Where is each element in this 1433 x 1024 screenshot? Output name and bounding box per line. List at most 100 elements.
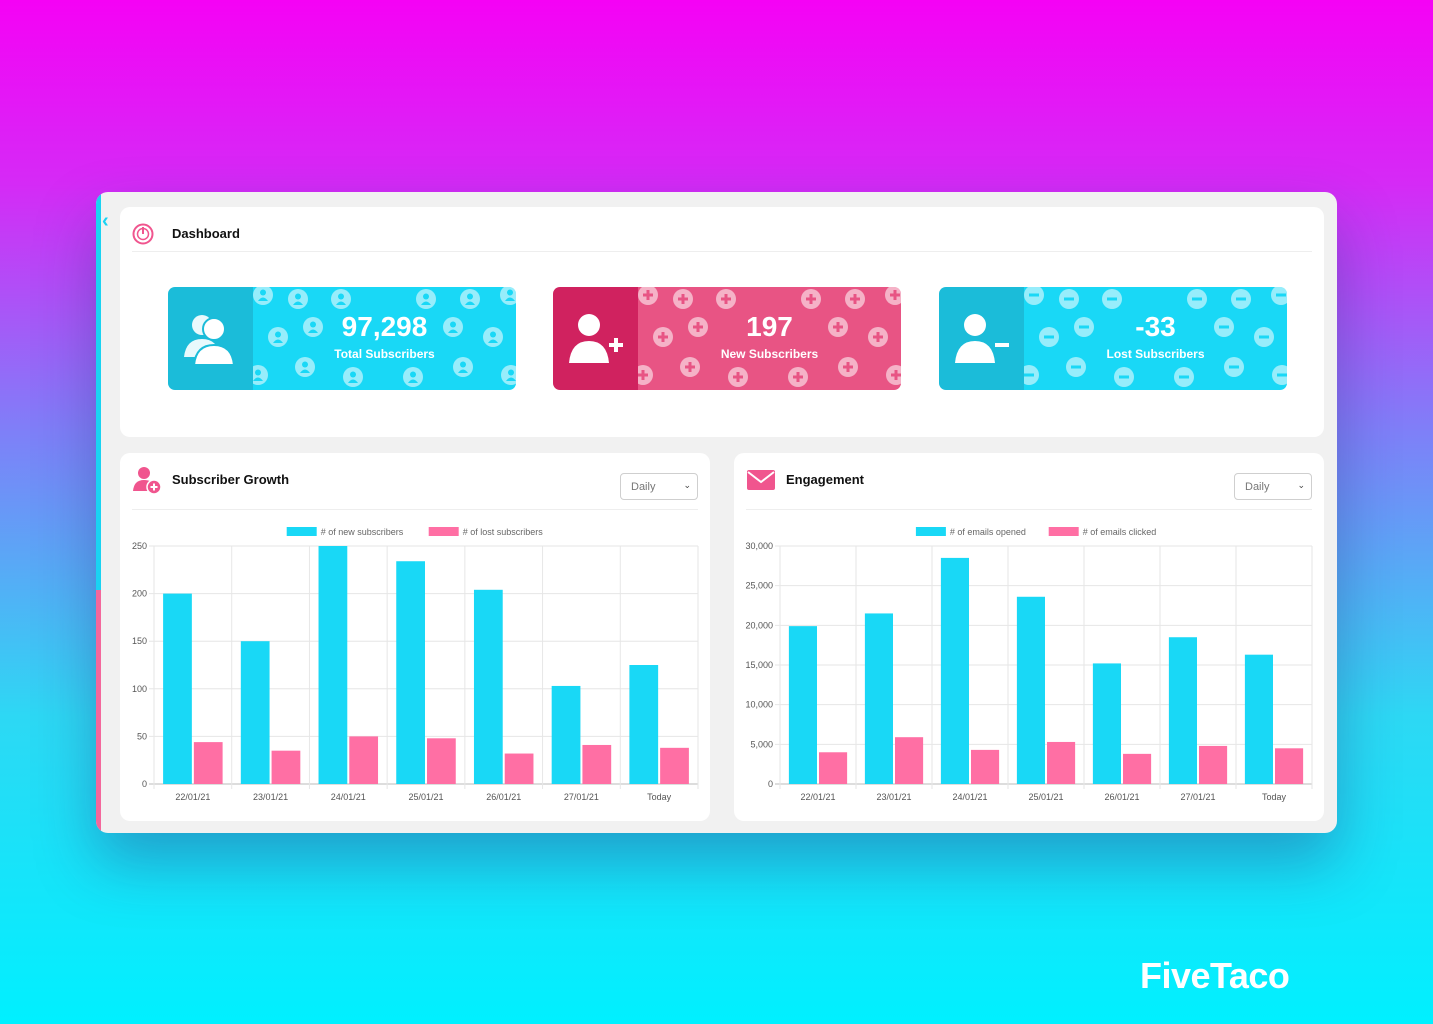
plus-pattern-icon [716,289,736,309]
x-tick-label: Today [1262,792,1287,802]
minus-pattern-icon [1039,327,1059,347]
subscriber-growth-header: Subscriber Growth Daily ⌄ [132,463,698,510]
bar [1275,748,1304,784]
bar [396,561,425,784]
engagement-header: Engagement Daily ⌄ [746,463,1312,510]
x-tick-label: 26/01/21 [1104,792,1139,802]
minus-pattern-icon [1187,289,1207,309]
total-subscribers-card[interactable]: 97,298 Total Subscribers [168,287,516,390]
minus-pattern-icon [1059,289,1079,309]
user-pattern-icon [343,367,363,387]
x-tick-label: 22/01/21 [800,792,835,802]
x-tick-label: Today [647,792,672,802]
legend-label: # of emails opened [950,527,1026,537]
plus-pattern-icon [868,327,888,347]
minus-pattern-icon [1271,287,1287,305]
user-pattern-icon [288,289,308,309]
bar [551,685,581,784]
y-tick-label: 200 [132,589,147,599]
user-pattern-icon [303,317,323,337]
total-subscribers-value: 97,298 [341,311,428,342]
chevron-down-icon: ⌄ [1297,480,1305,490]
chart-legend: # of emails opened # of emails clicked [915,527,1157,537]
user-pattern-icon [501,365,516,385]
brand-logo: FiveTaco [1140,955,1290,996]
minus-pattern-icon [1024,287,1044,305]
minus-pattern-icon [1074,317,1094,337]
minus-pattern-icon [1272,365,1287,385]
new-subscribers-label: New Subscribers [720,347,819,361]
user-pattern [253,287,516,387]
bar [1092,663,1121,784]
y-tick-label: 30,000 [745,541,773,551]
minus-pattern-icon [1114,367,1134,387]
legend-swatch [428,527,459,536]
plus-pattern-icon [885,287,901,305]
envelope-icon [747,470,775,490]
growth-period-select[interactable]: Daily ⌄ [620,473,698,500]
plus-pattern-icon [688,317,708,337]
minus-pattern-icon [1066,357,1086,377]
bar [940,557,969,784]
bar [629,665,659,784]
bar [819,752,848,784]
minus-pattern [1024,287,1287,387]
new-subscribers-value: 197 [746,311,793,342]
collapse-sidebar-icon[interactable]: ‹ [102,210,109,232]
bar [660,747,689,784]
total-subscribers-label: Total Subscribers [334,347,435,361]
plus-pattern-icon [653,327,673,347]
y-tick-label: 15,000 [745,660,773,670]
minus-pattern-icon [1231,289,1251,309]
user-pattern-icon [331,289,351,309]
x-tick-label: 22/01/21 [175,792,210,802]
plus-pattern-icon [638,365,653,385]
y-tick-label: 250 [132,541,147,551]
plus-pattern-icon [828,317,848,337]
user-pattern-icon [268,327,288,347]
lost-subscribers-card[interactable]: -33 Lost Subscribers [939,287,1287,390]
user-pattern-icon [500,287,516,305]
x-tick-label: 24/01/21 [952,792,987,802]
engagement-period-value: Daily [1245,481,1270,493]
bar [895,737,924,784]
plus-pattern-icon [801,289,821,309]
subscriber-growth-panel: Subscriber Growth Daily ⌄ # of new subsc… [120,453,710,821]
users-icon [184,315,236,366]
plus-pattern-icon [638,287,658,305]
y-tick-label: 25,000 [745,581,773,591]
dashboard-panel: Dashboard 97,298 Total Subscribers [120,207,1324,437]
user-pattern-icon [295,357,315,377]
plus-pattern-icon [845,289,865,309]
plus-pattern-icon [886,365,901,385]
bar [163,593,192,784]
bar [582,744,612,784]
minus-pattern-icon [1102,289,1122,309]
minus-pattern-icon [1224,357,1244,377]
y-tick-label: 5,000 [750,739,773,749]
x-tick-label: 24/01/21 [331,792,366,802]
bar [349,736,379,784]
x-tick-label: 27/01/21 [1180,792,1215,802]
lost-subscribers-label: Lost Subscribers [1106,347,1205,361]
user-pattern-icon [483,327,503,347]
engagement-period-select[interactable]: Daily ⌄ [1234,473,1312,500]
legend-label: # of emails clicked [1083,527,1157,537]
bar [1168,637,1197,784]
legend-swatch [1048,527,1079,536]
plus-pattern-icon [838,357,858,377]
plus-pattern-icon [788,367,808,387]
new-subscribers-card[interactable]: 197 New Subscribers [553,287,901,390]
remove-user-icon [955,314,1009,363]
y-tick-label: 20,000 [745,620,773,630]
chart-legend: # of new subscribers # of lost subscriber… [286,527,543,537]
user-pattern-icon [460,289,480,309]
bar [864,613,893,784]
plus-pattern-icon [728,367,748,387]
subscriber-growth-chart: # of new subscribers # of lost subscriber… [132,527,699,802]
dashboard-gauge-icon [132,223,154,245]
page-title: Dashboard [172,226,240,241]
minus-pattern-icon [1254,327,1274,347]
bar [193,742,223,784]
user-pattern-icon [453,357,473,377]
